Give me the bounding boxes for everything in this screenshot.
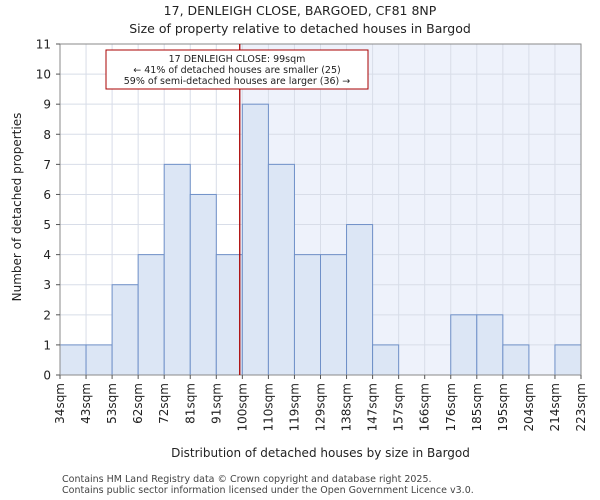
bar bbox=[267, 163, 295, 376]
annotation-line-2: ← 41% of detached houses are smaller (25… bbox=[133, 65, 340, 76]
y-tick-label: 2 bbox=[43, 308, 51, 322]
bar bbox=[137, 254, 165, 376]
bar bbox=[502, 344, 530, 376]
x-tick-label: 138sqm bbox=[340, 383, 354, 431]
annotation-frame bbox=[105, 49, 369, 90]
y-tick-label: 11 bbox=[36, 38, 51, 52]
x-tick-label: 91sqm bbox=[209, 383, 223, 424]
y-tick-label: 8 bbox=[43, 128, 51, 142]
y-tick-label: 10 bbox=[36, 68, 51, 82]
x-tick-label: 110sqm bbox=[261, 383, 275, 431]
bar bbox=[476, 314, 504, 376]
bar bbox=[59, 344, 87, 376]
bar bbox=[189, 193, 217, 376]
bar bbox=[554, 344, 582, 376]
chart-subtitle: Size of property relative to detached ho… bbox=[129, 21, 471, 36]
y-tick-label: 3 bbox=[43, 278, 51, 292]
annotation-line-1: 17 DENLEIGH CLOSE: 99sqm bbox=[169, 54, 306, 65]
y-tick-labels: 0 1 2 3 4 5 6 7 8 9 10 11 bbox=[36, 38, 60, 383]
bar bbox=[372, 344, 400, 376]
x-tick-label: 43sqm bbox=[79, 383, 93, 424]
x-tick-label: 176sqm bbox=[444, 383, 458, 431]
x-tick-label: 185sqm bbox=[470, 383, 484, 431]
x-tick-label: 53sqm bbox=[105, 383, 119, 424]
y-tick-label: 0 bbox=[43, 369, 51, 383]
x-tick-label: 214sqm bbox=[548, 383, 562, 431]
bars bbox=[59, 103, 582, 376]
footer-line-2: Contains public sector information licen… bbox=[62, 485, 474, 496]
x-tick-labels: 34sqm 43sqm 53sqm 62sqm 72sqm 81sqm 91sqm 100sq… bbox=[53, 375, 588, 431]
y-tick-label: 6 bbox=[43, 188, 51, 202]
y-tick-label: 1 bbox=[43, 338, 51, 352]
x-axis-label: Distribution of detached houses by size … bbox=[171, 446, 470, 460]
y-tick-label: 7 bbox=[43, 158, 51, 172]
bar bbox=[241, 103, 269, 376]
x-tick-label: 72sqm bbox=[157, 383, 171, 424]
annotation-line-3: 59% of semi-detached houses are larger (… bbox=[124, 76, 351, 87]
footer-line-1: Contains HM Land Registry data © Crown c… bbox=[62, 474, 432, 485]
x-tick-label: 195sqm bbox=[496, 383, 510, 431]
bar bbox=[346, 224, 374, 376]
x-tick-label: 34sqm bbox=[53, 383, 67, 424]
x-tick-label: 62sqm bbox=[131, 383, 145, 424]
x-tick-label: 147sqm bbox=[366, 383, 380, 431]
x-tick-label: 204sqm bbox=[522, 383, 536, 431]
x-tick-label: 223sqm bbox=[574, 383, 588, 431]
x-tick-label: 166sqm bbox=[418, 383, 432, 431]
x-tick-label: 157sqm bbox=[392, 383, 406, 431]
x-tick-label: 119sqm bbox=[287, 383, 301, 431]
annotation-box: 17 DENLEIGH CLOSE: 99sqm ← 41% of detach… bbox=[105, 49, 369, 90]
bar bbox=[293, 254, 322, 376]
x-tick-label: 129sqm bbox=[314, 383, 328, 431]
bar bbox=[163, 163, 191, 376]
bar bbox=[111, 284, 139, 376]
y-tick-label: 4 bbox=[43, 248, 51, 262]
x-tick-label: 100sqm bbox=[235, 383, 249, 431]
chart-title: 17, DENLEIGH CLOSE, BARGOED, CF81 8NP bbox=[163, 3, 437, 18]
bar bbox=[450, 314, 478, 376]
y-tick-label: 5 bbox=[43, 218, 51, 232]
bar bbox=[215, 254, 243, 376]
bar bbox=[320, 254, 348, 376]
x-tick-label: 81sqm bbox=[183, 383, 197, 424]
bar bbox=[85, 344, 113, 376]
y-tick-label: 9 bbox=[43, 98, 51, 112]
